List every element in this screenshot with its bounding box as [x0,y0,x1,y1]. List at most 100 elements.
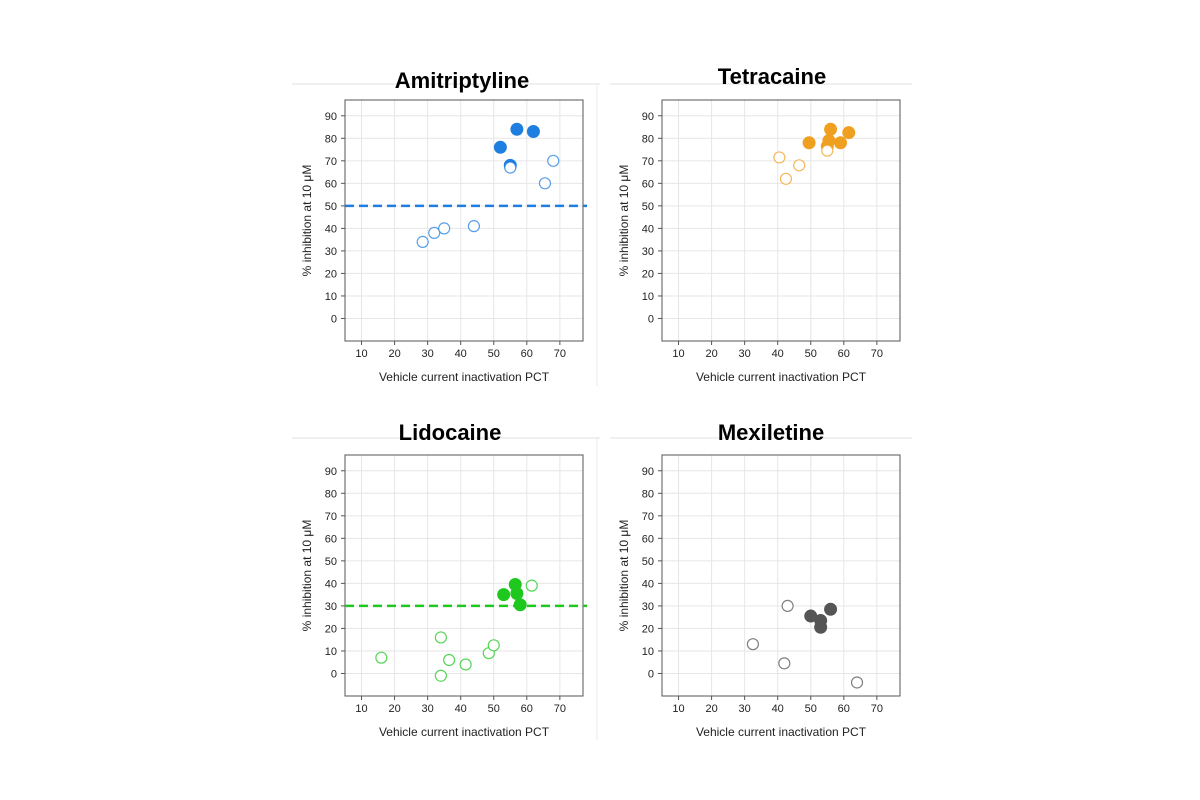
x-axis-label: Vehicle current inactivation PCT [696,370,867,384]
y-tick-label: 0 [648,668,654,680]
data-point-filled [513,598,527,612]
y-tick-label: 80 [642,488,654,500]
y-tick-label: 60 [325,533,337,545]
y-axis-label: % inhibition at 10 μM [617,165,631,277]
y-tick-label: 90 [642,111,654,123]
x-tick-label: 60 [838,348,850,360]
y-tick-label: 10 [325,291,337,303]
data-point-filled [834,136,847,150]
x-tick-label: 40 [455,703,467,715]
data-point-open [416,235,429,248]
data-point-open [746,638,760,651]
data-point-open [781,599,794,613]
y-tick-label: 30 [642,246,654,258]
x-tick-label: 50 [488,348,500,360]
y-tick-label: 80 [325,488,337,500]
x-tick-label: 20 [705,703,717,715]
y-tick-label: 50 [642,201,654,213]
x-tick-label: 70 [554,703,566,715]
chart-title: Tetracaine [718,64,826,89]
data-point-open [547,154,560,167]
x-axis-label: Vehicle current inactivation PCT [379,370,550,384]
data-point-open [438,222,451,235]
x-tick-label: 20 [705,348,717,360]
data-point-filled [526,125,540,139]
x-axis-label: Vehicle current inactivation PCT [379,725,550,739]
y-tick-label: 40 [325,578,337,590]
data-point-filled [497,588,511,602]
y-tick-label: 0 [331,313,337,325]
y-tick-label: 20 [325,623,337,635]
chart-panel-2: Tetracaine 10 20 30 40 50 60 70 0 10 20 30 40 50 60 70 8… [610,64,912,384]
data-point-filled [510,122,524,136]
y-tick-label: 10 [325,646,337,658]
y-tick-label: 30 [325,246,337,258]
data-point-open [821,144,834,157]
data-point-filled [842,126,856,140]
x-tick-label: 70 [871,348,883,360]
data-point-open [443,653,456,667]
x-tick-label: 30 [739,348,751,360]
y-tick-label: 90 [325,466,337,478]
x-tick-label: 50 [805,703,817,715]
x-tick-label: 30 [422,703,434,715]
data-point-filled [493,140,507,154]
y-tick-label: 0 [331,668,337,680]
data-point-open [487,639,500,652]
y-tick-label: 70 [325,511,337,523]
y-tick-label: 10 [642,646,654,658]
data-point-open [375,651,388,664]
data-point-open [773,151,786,164]
y-tick-label: 70 [642,511,654,523]
x-tick-label: 10 [355,348,367,360]
y-tick-label: 60 [642,533,654,545]
data-point-open [778,657,791,670]
y-tick-label: 10 [642,291,654,303]
chart-title: Amitriptyline [395,68,529,93]
chart-title: Lidocaine [399,420,502,445]
data-point-filled [814,620,828,634]
x-tick-label: 40 [772,348,784,360]
data-point-open [459,658,472,671]
x-tick-label: 70 [871,703,883,715]
data-point-open [434,631,447,644]
data-point-filled [824,602,838,616]
y-tick-label: 90 [325,111,337,123]
y-tick-label: 0 [648,313,654,325]
data-point-open [504,161,517,174]
y-axis-label: % inhibition at 10 μM [300,520,314,632]
x-axis-label: Vehicle current inactivation PCT [696,725,867,739]
x-tick-label: 20 [388,348,400,360]
y-tick-label: 90 [642,466,654,478]
data-point-filled [802,136,816,150]
chart-title: Mexiletine [718,420,824,445]
x-tick-label: 10 [672,703,684,715]
y-tick-label: 50 [325,201,337,213]
y-tick-label: 20 [325,268,337,280]
data-point-open [538,177,552,190]
plot-frame [661,99,901,342]
y-tick-label: 80 [325,133,337,145]
data-point-open [434,669,447,682]
data-point-open [793,159,806,172]
y-axis-label: % inhibition at 10 μM [300,165,314,277]
x-tick-label: 40 [772,703,784,715]
y-tick-label: 50 [325,556,337,568]
x-tick-label: 60 [838,703,850,715]
x-tick-label: 50 [488,703,500,715]
y-tick-label: 60 [642,178,654,190]
plot-frame [661,454,901,697]
x-tick-label: 60 [521,703,533,715]
x-tick-label: 60 [521,348,533,360]
data-point-filled [510,587,524,601]
x-tick-label: 70 [554,348,566,360]
data-point-open [850,676,864,689]
chart-panel-3: Lidocaine 10 20 30 40 50 60 70 0 10 20 30 40 50 60 70 80… [292,420,600,740]
x-tick-label: 30 [422,348,434,360]
plot-frame [344,454,584,697]
x-tick-label: 10 [355,703,367,715]
data-point-open [525,579,538,592]
x-tick-label: 20 [388,703,400,715]
x-tick-label: 10 [672,348,684,360]
y-tick-label: 20 [642,268,654,280]
